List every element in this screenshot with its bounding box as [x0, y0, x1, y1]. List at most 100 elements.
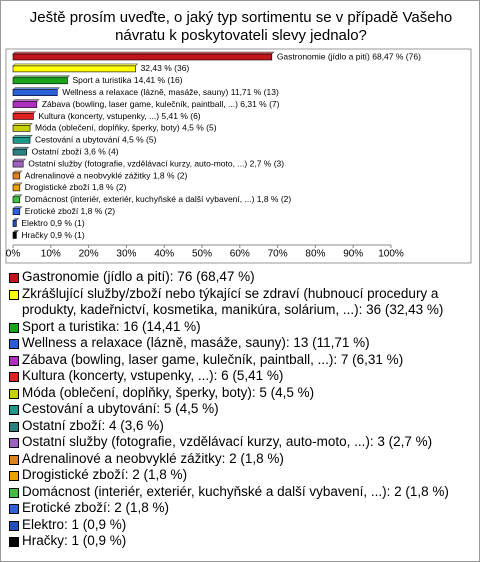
legend-item: Móda (oblečení, doplňky, šperky, boty): …	[9, 385, 471, 402]
bar-top	[12, 123, 33, 126]
bar-label: 32,43 % (36)	[141, 63, 190, 73]
bar-label: Erotické zboží 1,8 % (2)	[25, 206, 115, 216]
legend-swatch	[9, 355, 19, 366]
legend-item: Hračky: 1 (0,9 %)	[9, 533, 471, 550]
bar-label: Domácnost (interiér, exteriér, kuchyňské…	[25, 194, 292, 204]
legend-label: Domácnost (interiér, exteriér, kuchyňské…	[22, 483, 449, 499]
bar	[12, 77, 68, 85]
legend-label: Wellness a relaxace (lázně, masáže, saun…	[22, 335, 370, 350]
bar	[12, 137, 31, 144]
bar-top	[12, 170, 23, 174]
legend-item: Adrenalinové a neobvyklé zážitky: 2 (1,8…	[9, 451, 471, 468]
chart-title: Ještě prosím uveďte, o jaký typ sortimen…	[29, 9, 453, 44]
bar	[12, 113, 34, 120]
bar-top	[12, 75, 71, 79]
x-tick-label: 20%	[79, 249, 99, 260]
chart: 0% 10% 20% 30% 40% 50% 60% 70% 80% 90% 100% Gastron…	[5, 48, 472, 264]
legend-swatch	[9, 322, 19, 333]
legend-item: Gastronomie (jídlo a pití): 76 (68,47 %)	[9, 269, 471, 286]
legend-swatch	[9, 471, 19, 481]
legend-swatch	[9, 487, 19, 498]
legend-item: Kultura (koncerty, vstupenky, ...): 6 (5…	[9, 368, 471, 385]
legend-swatch	[9, 454, 19, 465]
legend-item: Erotické zboží: 2 (1,8 %)	[9, 500, 471, 517]
legend-label: Ostatní zboží: 4 (3,6 %)	[22, 417, 164, 433]
legend-item: Wellness a relaxace (lázně, masáže, saun…	[9, 335, 471, 352]
legend-swatch	[9, 339, 19, 349]
bar-top	[12, 146, 30, 150]
bar	[12, 208, 21, 215]
bar-top	[12, 182, 23, 186]
bar	[12, 160, 24, 168]
bar-label: Kultura (koncerty, vstupenky, ...) 5,41 …	[38, 111, 200, 121]
bar-label: Zábava (bowling, laser game, kulečník, p…	[42, 99, 280, 109]
bar	[12, 220, 17, 227]
bar	[12, 53, 273, 61]
legend-label: Elektro: 1 (0,9 %)	[22, 516, 127, 532]
x-tick-label: 10%	[41, 249, 61, 260]
bar	[12, 65, 136, 73]
bar-top	[12, 230, 20, 233]
x-tick-label: 100%	[378, 249, 404, 260]
legend-label: Erotické zboží: 2 (1,8 %)	[22, 500, 170, 515]
legend: Gastronomie (jídlo a pití): 76 (68,47 %)…	[9, 269, 471, 550]
legend-item: Zábava (bowling, laser game, kulečník, p…	[9, 352, 471, 369]
bar	[12, 172, 21, 180]
x-tick-label: 90%	[343, 249, 363, 260]
bar-label: Gastronomie (jídlo a pití) 68,47 % (76)	[277, 51, 421, 61]
legend-label: Hračky: 1 (0,9 %)	[22, 533, 127, 548]
legend-swatch	[9, 537, 19, 547]
bar	[12, 184, 21, 192]
legend-item: Drogistické zboží: 2 (1,8 %)	[9, 467, 471, 484]
legend-label: Zkrášlující služby/zboží nebo týkající s…	[22, 285, 444, 318]
bar	[12, 101, 38, 108]
legend-label: Adrenalinové a neobvyklé zážitky: 2 (1,8…	[22, 450, 284, 466]
x-tick-label: 70%	[268, 249, 288, 260]
legend-item: Zkrášlující služby/zboží nebo týkající s…	[9, 286, 471, 319]
legend-label: Sport a turistika: 16 (14,41 %)	[22, 318, 201, 334]
bar	[12, 89, 58, 96]
x-tick-label: 80%	[305, 249, 325, 260]
bar	[12, 148, 27, 156]
legend-label: Ostatní služby (fotografie, vzdělávací k…	[22, 434, 433, 449]
legend-swatch	[9, 504, 19, 514]
bar-label: Sport a turistika 14,41 % (16)	[72, 75, 182, 85]
x-tick-label: 30%	[116, 249, 136, 260]
legend-label: Zábava (bowling, laser game, kulečník, p…	[22, 351, 404, 367]
legend-swatch	[9, 438, 19, 448]
legend-swatch	[9, 421, 19, 432]
x-tick-label: 50%	[192, 249, 212, 260]
legend-item: Elektro: 1 (0,9 %)	[9, 517, 471, 534]
legend-swatch	[9, 372, 19, 382]
legend-swatch	[9, 405, 19, 415]
bar-label: Drogistické zboží 1,8 % (2)	[25, 182, 127, 192]
bar-top	[12, 111, 37, 114]
bar-top	[12, 206, 23, 209]
legend-item: Cestování a ubytování: 5 (4,5 %)	[9, 401, 471, 418]
plot-frame	[5, 48, 472, 264]
x-tick-label: 40%	[154, 249, 174, 260]
legend-swatch	[9, 289, 19, 300]
legend-label: Gastronomie (jídlo a pití): 76 (68,47 %)	[22, 269, 255, 284]
legend-label: Kultura (koncerty, vstupenky, ...): 6 (5…	[22, 368, 284, 383]
bar-label: Ostatní zboží 3,6 % (4)	[32, 146, 119, 156]
legend-swatch	[9, 388, 19, 399]
bar-top	[12, 63, 139, 67]
bar	[12, 232, 17, 239]
bar-label: Wellness a relaxace (lázně, masáže, saun…	[62, 87, 279, 97]
bar	[12, 125, 31, 132]
bar-label: Ostatní služby (fotografie, vzdělávací k…	[28, 158, 284, 168]
bar-label: Elektro 0,9 % (1)	[21, 218, 84, 228]
legend-label: Drogistické zboží: 2 (1,8 %)	[22, 467, 188, 482]
legend-item: Ostatní zboží: 4 (3,6 %)	[9, 418, 471, 435]
legend-label: Móda (oblečení, doplňky, šperky, boty): …	[22, 384, 315, 400]
legend-item: Sport a turistika: 16 (14,41 %)	[9, 319, 471, 336]
bar-label: Hračky 0,9 % (1)	[21, 230, 84, 240]
bar-label: Adrenalinové a neobvyklé zážitky 1,8 % (…	[25, 170, 188, 180]
bar-label: Cestování a ubytování 4,5 % (5)	[35, 135, 157, 145]
bar-label: Móda (oblečení, doplňky, šperky, boty) 4…	[35, 123, 217, 133]
bar-top	[12, 135, 33, 138]
legend-item: Ostatní služby (fotografie, vzdělávací k…	[9, 434, 471, 451]
x-tick-label: 60%	[230, 249, 250, 260]
legend-swatch	[9, 273, 19, 283]
